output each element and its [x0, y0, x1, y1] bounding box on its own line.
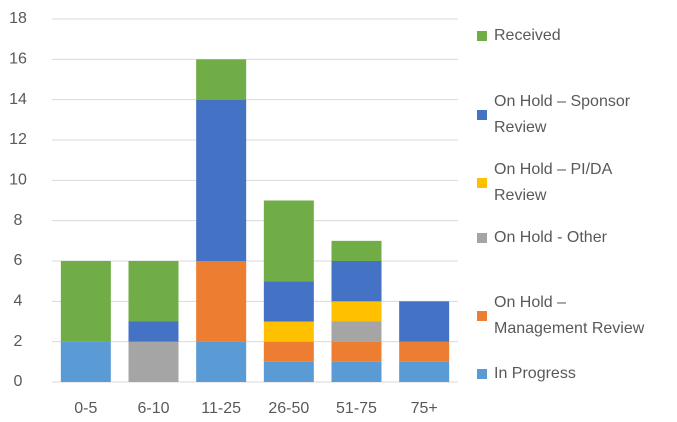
bar-segment [196, 99, 247, 262]
x-tick-label: 26-50 [268, 400, 309, 417]
x-tick-label: 75+ [411, 400, 438, 417]
bar-segment [196, 261, 247, 342]
bar-segment [399, 301, 450, 342]
legend-label: On Hold - Other [494, 229, 607, 246]
y-tick-label: 14 [9, 91, 27, 108]
y-tick-label: 16 [9, 51, 27, 68]
bar-segment [263, 361, 314, 382]
bar-segment [331, 321, 382, 342]
legend-swatch [477, 178, 487, 188]
y-tick-label: 10 [9, 172, 27, 189]
bar-segment [399, 341, 450, 362]
legend-label: On Hold – PI/DA Review [494, 161, 612, 204]
legend-swatch [477, 233, 487, 243]
bar-segment [331, 301, 382, 322]
x-tick-label: 51-75 [336, 400, 377, 417]
bar-segment [128, 261, 179, 322]
bar-segment [263, 200, 314, 282]
y-tick-label: 4 [14, 293, 23, 310]
bar-segment [60, 341, 111, 382]
legend-swatch [477, 311, 487, 321]
bar-segment [128, 341, 179, 382]
legend-swatch [477, 369, 487, 379]
legend-item: On Hold – PI/DA Review [477, 157, 657, 209]
legend-label: In Progress [494, 365, 576, 382]
x-tick-label: 0-5 [74, 400, 97, 417]
y-tick-label: 8 [14, 212, 23, 229]
bar-segment [331, 261, 382, 302]
legend-item: On Hold - Other [477, 225, 657, 251]
bar-segment [128, 321, 179, 342]
y-tick-label: 2 [14, 333, 23, 350]
legend-item: In Progress [477, 361, 657, 387]
legend-swatch [477, 110, 487, 120]
bar-segment [331, 341, 382, 362]
legend-item: On Hold – Sponsor Review [477, 89, 657, 141]
y-tick-label: 6 [14, 252, 23, 269]
bar-segment [60, 261, 111, 342]
legend-label: Received [494, 27, 561, 44]
x-tick-label: 11-25 [201, 400, 241, 417]
bar-segment [263, 341, 314, 362]
bar-segment [263, 321, 314, 342]
legend-label: On Hold – Sponsor Review [494, 93, 631, 136]
y-tick-label: 18 [9, 10, 27, 27]
bar-segment [399, 361, 450, 382]
legend-label: On Hold – Management Review [494, 294, 645, 337]
legend-item: On Hold – Management Review [477, 290, 657, 342]
x-tick-label: 6-10 [137, 400, 169, 417]
y-tick-label: 12 [9, 131, 27, 148]
bar-segment [263, 281, 314, 322]
bar-segment [196, 341, 247, 382]
legend-swatch [477, 31, 487, 41]
bar-segment [196, 59, 247, 100]
bar-segment [331, 240, 382, 261]
y-tick-label: 0 [14, 373, 23, 390]
bar-segment [331, 361, 382, 382]
legend-item: Received [477, 23, 657, 49]
